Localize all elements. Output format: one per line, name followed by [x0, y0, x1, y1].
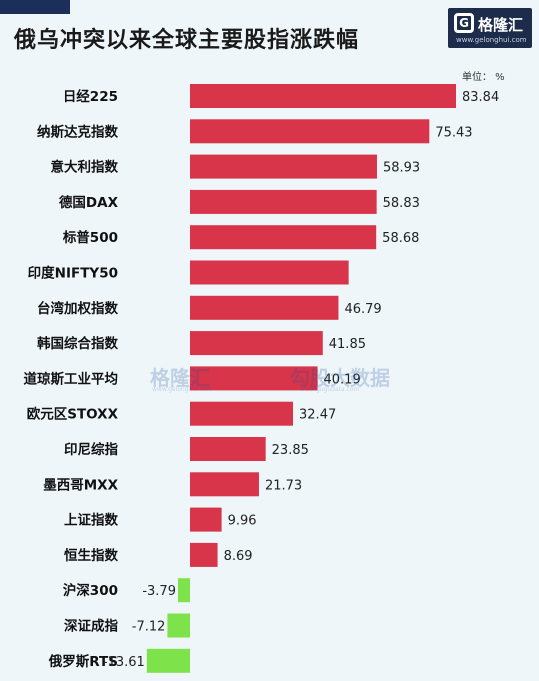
brand-logo: G 格隆汇 www.gelonghui.com — [448, 8, 532, 48]
bar — [190, 225, 377, 250]
value-label: 58.68 — [382, 231, 419, 246]
category-label: 日经225 — [63, 88, 118, 105]
value-label: 41.85 — [329, 337, 366, 352]
value-label: 58.83 — [383, 196, 420, 211]
category-label: 意大利指数 — [51, 159, 119, 176]
category-label: 标普500 — [62, 229, 118, 246]
bar — [190, 401, 294, 426]
category-label: 台湾加权指数 — [37, 300, 118, 317]
bar — [190, 437, 266, 461]
corner-mark — [0, 0, 70, 14]
bar — [190, 260, 349, 285]
value-label: 21.73 — [265, 478, 302, 493]
bar — [190, 154, 377, 179]
value-label: 58.93 — [383, 161, 420, 176]
chart-title: 俄乌冲突以来全球主要股指涨跌幅 — [14, 28, 360, 53]
logo-name: 格隆汇 — [478, 16, 524, 34]
category-label: 深证成指 — [64, 618, 118, 635]
value-label: 23.85 — [272, 443, 309, 458]
logo-url: www.gelonghui.com — [456, 36, 527, 44]
category-label: 沪深300 — [63, 582, 118, 599]
unit-label: 单位： % — [462, 72, 505, 83]
value-label: 75.43 — [435, 125, 472, 140]
category-label: 墨西哥MXX — [43, 477, 118, 493]
bar — [177, 578, 190, 603]
bar — [190, 189, 377, 214]
bar — [190, 331, 323, 356]
value-label: 32.47 — [299, 408, 336, 423]
bar — [190, 472, 259, 497]
category-label: 纳斯达克指数 — [37, 123, 118, 140]
category-label: 俄罗斯RTS — [48, 653, 118, 670]
category-label: 欧元区STOXX — [27, 406, 119, 423]
bar — [146, 648, 190, 673]
bar — [190, 84, 456, 108]
category-label: 恒生指数 — [64, 547, 118, 564]
value-label: -13.61 — [103, 655, 145, 670]
logo-mark-icon: G — [454, 13, 474, 33]
category-label: 韩国综合指数 — [37, 335, 118, 352]
category-label: 德国DAX — [59, 194, 119, 211]
bar — [190, 295, 339, 320]
category-label: 印尼综指 — [64, 441, 118, 458]
category-label: 印度NIFTY50 — [28, 265, 118, 282]
value-label: 9.96 — [228, 514, 257, 529]
bar — [190, 542, 218, 567]
bar — [190, 507, 222, 532]
value-label: 83.84 — [462, 90, 499, 105]
value-label: 8.69 — [224, 549, 253, 564]
value-label: 46.79 — [344, 302, 381, 317]
bar — [167, 613, 190, 638]
bar — [190, 119, 430, 144]
value-label: -3.79 — [142, 584, 176, 599]
category-label: 道琼斯工业平均 — [24, 370, 119, 387]
value-label: -7.12 — [132, 620, 166, 635]
bar — [190, 366, 318, 391]
category-label: 上证指数 — [64, 512, 118, 529]
value-label: 40.19 — [324, 372, 361, 387]
